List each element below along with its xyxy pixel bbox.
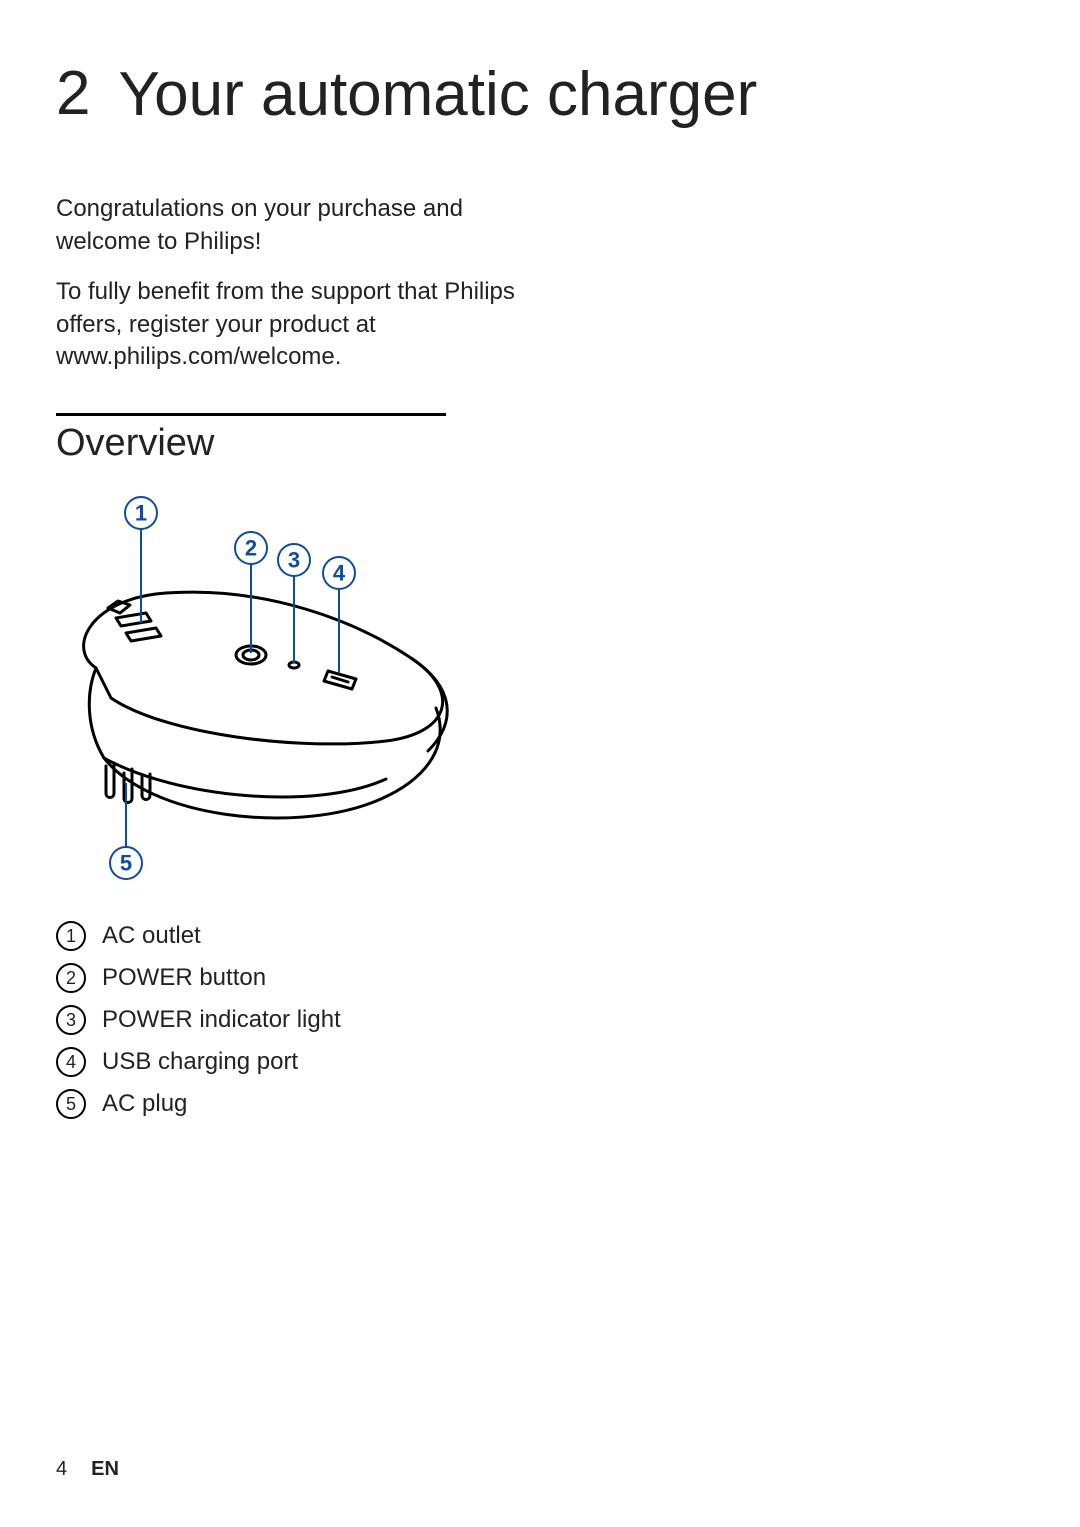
intro-column: Congratulations on your purchase and wel…: [56, 193, 536, 1119]
legend-number: 2: [56, 963, 86, 993]
legend-item: 5 AC plug: [56, 1089, 536, 1119]
callout-number: 1: [135, 501, 147, 526]
callout-number: 3: [288, 548, 300, 573]
legend-label: AC outlet: [102, 922, 201, 950]
legend-label: POWER button: [102, 964, 266, 992]
charger-body-icon: [84, 592, 448, 818]
legend-label: AC plug: [102, 1090, 187, 1118]
section-title: Your automatic charger: [118, 60, 757, 129]
section-heading: 2 Your automatic charger: [56, 60, 1024, 129]
manual-page: 2 Your automatic charger Congratulations…: [0, 0, 1080, 1527]
callout-number: 5: [120, 851, 132, 876]
legend-item: 4 USB charging port: [56, 1047, 536, 1077]
page-footer: 4 EN: [56, 1458, 119, 1481]
page-language: EN: [91, 1458, 119, 1481]
legend-label: USB charging port: [102, 1048, 298, 1076]
legend-number: 5: [56, 1089, 86, 1119]
overview-legend: 1 AC outlet 2 POWER button 3 POWER indicator …: [56, 921, 536, 1119]
legend-item: 3 POWER indicator light: [56, 1005, 536, 1035]
callout-number: 4: [333, 561, 346, 586]
overview-diagram: 1 2 3 4 5: [56, 483, 486, 913]
legend-number: 3: [56, 1005, 86, 1035]
legend-item: 2 POWER button: [56, 963, 536, 993]
callout-number: 2: [245, 536, 257, 561]
section-rule: [56, 413, 446, 416]
legend-number: 1: [56, 921, 86, 951]
legend-item: 1 AC outlet: [56, 921, 536, 951]
page-number: 4: [56, 1458, 67, 1481]
section-number: 2: [56, 60, 90, 128]
legend-label: POWER indicator light: [102, 1006, 341, 1034]
overview-heading: Overview: [56, 422, 536, 465]
intro-paragraph-1: Congratulations on your purchase and wel…: [56, 193, 536, 258]
legend-number: 4: [56, 1047, 86, 1077]
intro-paragraph-2: To fully benefit from the support that P…: [56, 276, 536, 373]
